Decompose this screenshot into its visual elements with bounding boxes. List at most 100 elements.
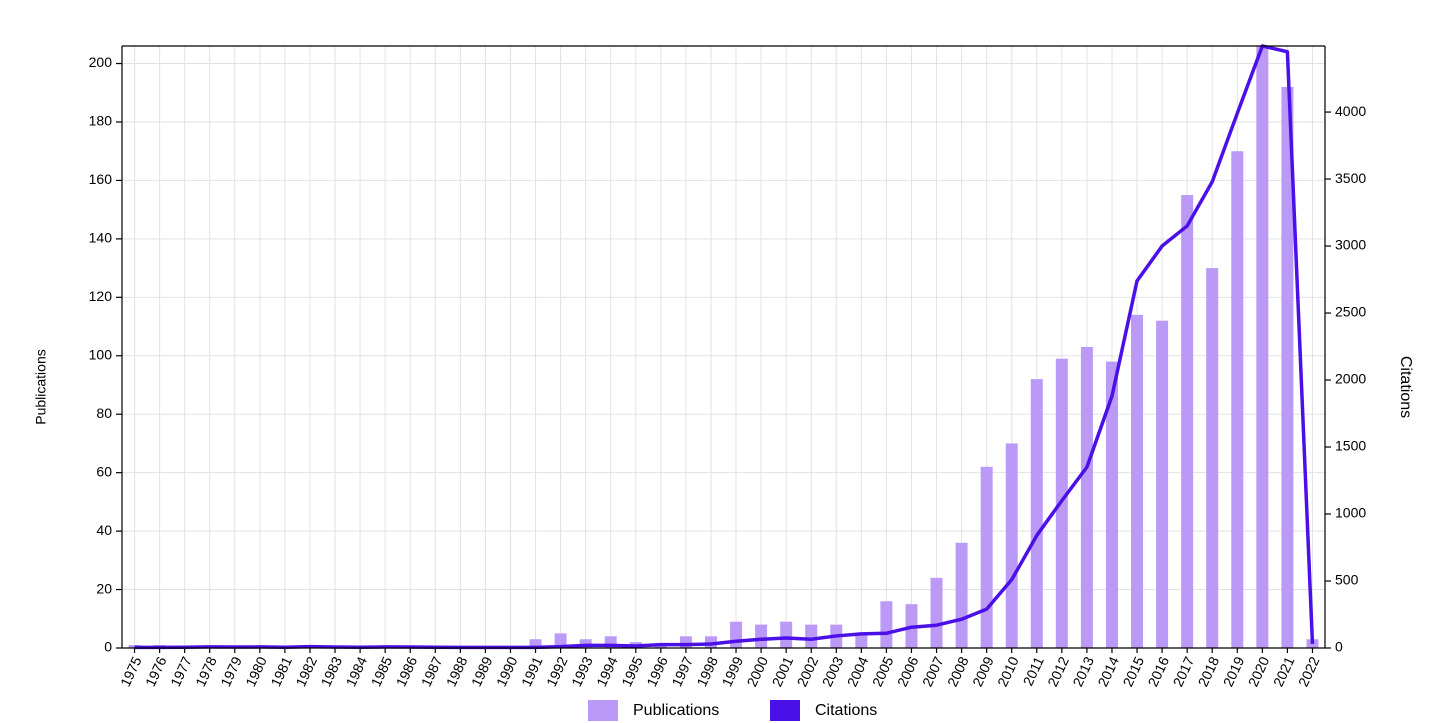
x-tick-label: 2010: [994, 654, 1022, 689]
x-tick-label: 1982: [292, 654, 320, 689]
x-tick-label: 2004: [844, 654, 872, 689]
bar: [1256, 46, 1269, 648]
y2-tick-label: 1500: [1335, 438, 1366, 454]
x-tick-label: 2016: [1145, 654, 1173, 689]
y-tick-label: 20: [96, 580, 112, 596]
x-tick-label: 1990: [493, 654, 521, 689]
bar: [930, 577, 943, 648]
x-tick-label: 2000: [744, 654, 772, 689]
y2-tick-label: 0: [1335, 639, 1343, 655]
bar: [1030, 379, 1043, 648]
x-tick-label: 2007: [919, 654, 947, 689]
x-tick-label: 1986: [393, 654, 421, 689]
x-tick-label: 1998: [693, 654, 721, 689]
line: [134, 44, 1315, 650]
x-tick-label: 1987: [418, 654, 446, 689]
x-tick-label: 2017: [1170, 654, 1198, 689]
bar: [1206, 268, 1219, 648]
y-tick-label: 40: [96, 522, 112, 538]
bar: [1231, 151, 1244, 648]
x-tick-label: 2022: [1295, 654, 1323, 689]
x-tick-label: 1975: [117, 654, 145, 689]
x-tick-label: 1981: [267, 654, 295, 689]
y2-tick-label: 2500: [1335, 304, 1366, 320]
y2-tick-label: 4000: [1335, 103, 1366, 119]
bar: [1131, 314, 1144, 648]
x-tick-label: 2014: [1094, 654, 1122, 689]
y-tick-label: 160: [89, 171, 113, 187]
bar: [980, 466, 993, 648]
x-tick-label: 2005: [869, 654, 897, 689]
x-tick-label: 1980: [242, 654, 270, 689]
x-tick-label: 1996: [643, 654, 671, 689]
bar: [780, 621, 793, 648]
y-tick-label: 80: [96, 405, 112, 421]
bar: [1181, 195, 1194, 649]
x-tick-label: 2001: [769, 654, 797, 689]
x-tick-label: 2012: [1044, 654, 1072, 689]
bar: [704, 636, 717, 648]
x-tick-label: 1999: [718, 654, 746, 689]
x-tick-label: 1993: [568, 654, 596, 689]
y-tick-label: 60: [96, 463, 112, 479]
x-tick-label: 1983: [317, 654, 345, 689]
bar: [1005, 443, 1018, 648]
bar: [1080, 347, 1093, 648]
bar: [679, 636, 692, 648]
bar: [730, 621, 743, 648]
legend-swatch: [588, 700, 618, 721]
y-tick-label: 200: [89, 54, 113, 70]
x-tick-label: 2018: [1195, 654, 1223, 689]
x-tick-label: 1978: [192, 654, 220, 689]
y-tick-label: 120: [89, 288, 113, 304]
x-tick-label: 1992: [543, 654, 571, 689]
x-tick-label: 2015: [1119, 654, 1147, 689]
y-tick-label: 100: [89, 346, 113, 362]
bar: [880, 601, 893, 648]
x-tick-label: 2020: [1245, 654, 1273, 689]
bar: [1105, 361, 1118, 648]
x-tick-label: 1984: [343, 654, 371, 689]
y2-tick-label: 2000: [1335, 371, 1366, 387]
x-tick-label: 2002: [794, 654, 822, 689]
bar: [604, 636, 617, 648]
x-tick-label: 1995: [618, 654, 646, 689]
x-tick-label: 1988: [443, 654, 471, 689]
y-tick-label: 0: [104, 639, 112, 655]
bar: [654, 645, 667, 648]
x-tick-label: 1976: [142, 654, 170, 689]
y-tick-label: 180: [89, 113, 113, 129]
y2-axis-title: Citations: [1397, 356, 1414, 418]
y2-tick-label: 500: [1335, 572, 1359, 588]
bar: [529, 639, 542, 648]
x-tick-label: 2009: [969, 654, 997, 689]
legend-label: Publications: [633, 702, 719, 719]
x-tick-label: 2021: [1270, 654, 1298, 689]
x-tick-label: 2003: [819, 654, 847, 689]
x-tick-label: 2013: [1069, 654, 1097, 689]
x-tick-label: 1991: [518, 654, 546, 689]
bar: [855, 633, 868, 648]
y-tick-label: 140: [89, 230, 113, 246]
x-tick-label: 1985: [368, 654, 396, 689]
y2-tick-label: 3000: [1335, 237, 1366, 253]
x-tick-label: 2011: [1020, 654, 1047, 688]
y2-tick-label: 3500: [1335, 170, 1366, 186]
x-tick-label: 1977: [167, 654, 195, 689]
x-tick-label: 2006: [894, 654, 922, 689]
bar: [805, 624, 818, 648]
legend-label: Citations: [815, 702, 877, 719]
legend-swatch: [770, 700, 800, 721]
y-axis-title: Publications: [33, 349, 49, 425]
x-tick-label: 1989: [468, 654, 496, 689]
x-tick-label: 1979: [217, 654, 245, 689]
x-tick-label: 2019: [1220, 654, 1248, 689]
bar: [554, 633, 567, 648]
x-tick-label: 1997: [668, 654, 696, 689]
bar: [1281, 86, 1294, 649]
bar: [755, 624, 768, 648]
y2-tick-label: 1000: [1335, 505, 1366, 521]
x-tick-label: 2008: [944, 654, 972, 689]
bar: [955, 542, 968, 648]
